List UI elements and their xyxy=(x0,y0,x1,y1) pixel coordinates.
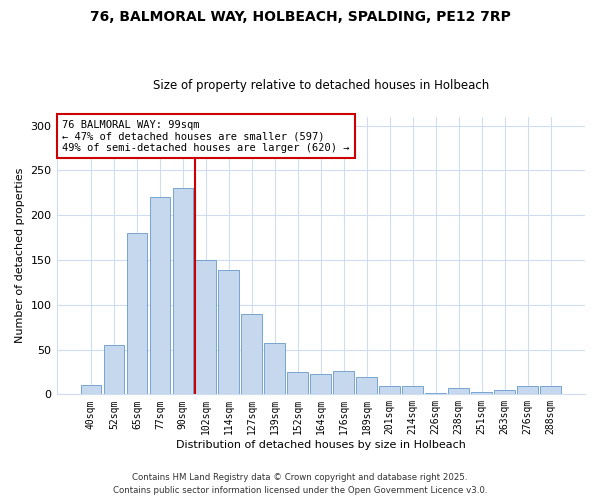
Bar xyxy=(265,344,285,394)
Bar xyxy=(379,386,400,394)
Bar xyxy=(218,270,239,394)
Y-axis label: Number of detached properties: Number of detached properties xyxy=(15,168,25,343)
Bar xyxy=(241,314,262,394)
Bar xyxy=(334,371,354,394)
Bar xyxy=(448,388,469,394)
Bar xyxy=(173,188,193,394)
Title: Size of property relative to detached houses in Holbeach: Size of property relative to detached ho… xyxy=(152,79,489,92)
Bar xyxy=(356,378,377,394)
Bar xyxy=(540,386,561,394)
Bar xyxy=(80,386,101,394)
Bar xyxy=(196,260,216,394)
Bar xyxy=(494,390,515,394)
Bar xyxy=(472,392,492,394)
Bar xyxy=(310,374,331,394)
Bar xyxy=(127,233,147,394)
Bar xyxy=(517,386,538,394)
X-axis label: Distribution of detached houses by size in Holbeach: Distribution of detached houses by size … xyxy=(176,440,466,450)
Text: 76 BALMORAL WAY: 99sqm
← 47% of detached houses are smaller (597)
49% of semi-de: 76 BALMORAL WAY: 99sqm ← 47% of detached… xyxy=(62,120,349,153)
Bar xyxy=(425,392,446,394)
Bar xyxy=(149,198,170,394)
Bar xyxy=(403,386,423,394)
Bar xyxy=(104,345,124,395)
Bar xyxy=(287,372,308,394)
Text: Contains HM Land Registry data © Crown copyright and database right 2025.
Contai: Contains HM Land Registry data © Crown c… xyxy=(113,474,487,495)
Text: 76, BALMORAL WAY, HOLBEACH, SPALDING, PE12 7RP: 76, BALMORAL WAY, HOLBEACH, SPALDING, PE… xyxy=(89,10,511,24)
